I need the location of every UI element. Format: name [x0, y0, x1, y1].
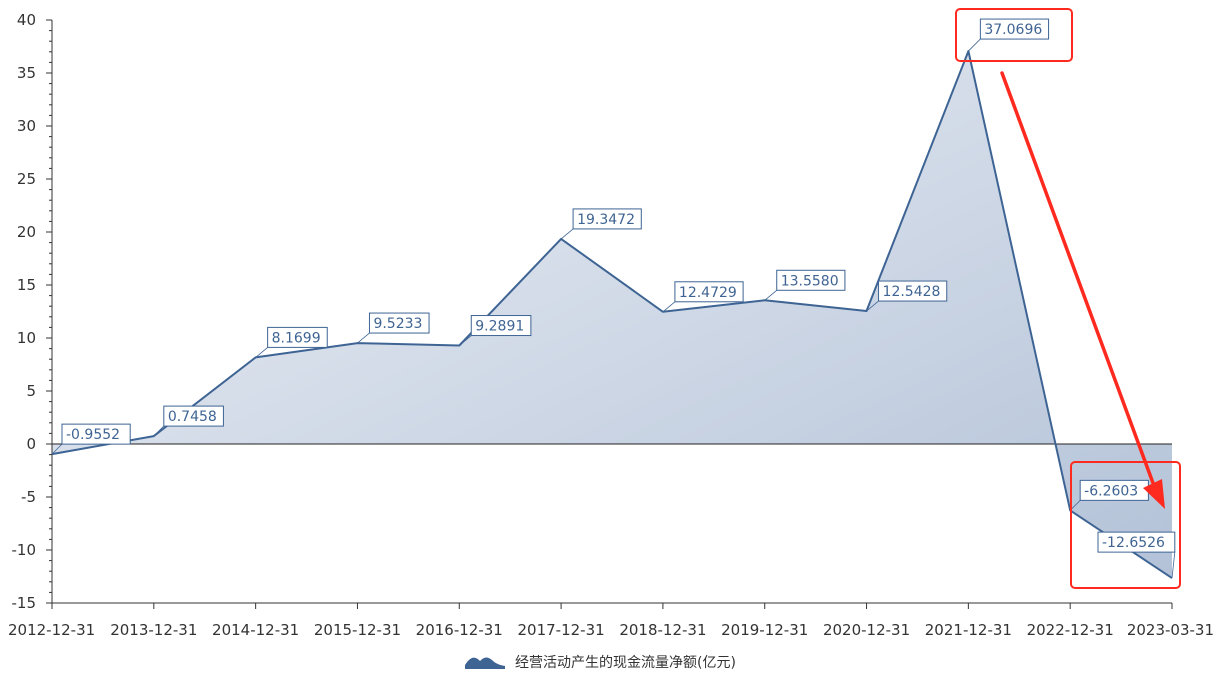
data-label-box — [878, 280, 948, 302]
y-tick-label: -15 — [12, 594, 37, 612]
highlight-box-peak — [955, 8, 1073, 62]
legend[interactable]: 经营活动产生的现金流量净额(亿元) — [465, 651, 736, 673]
y-tick-label: -10 — [12, 541, 37, 559]
highlight-box-decline — [1070, 461, 1181, 589]
data-label-group: 19.3472 — [560, 208, 642, 240]
data-label-box — [267, 326, 328, 348]
data-label: -6.2603 — [1084, 483, 1138, 499]
y-tick-label: 35 — [17, 64, 36, 82]
x-tick-label: 2016-12-31 — [416, 621, 503, 639]
data-label-box — [163, 405, 224, 427]
label-leader — [968, 38, 981, 52]
y-tick-label: 20 — [17, 223, 36, 241]
x-tick-label: 2022-12-31 — [1027, 621, 1114, 639]
data-label-box — [470, 315, 532, 337]
label-leader — [560, 228, 574, 240]
label-leader — [662, 301, 676, 313]
y-tick-label: 40 — [17, 11, 36, 29]
data-label-group: -12.6526 — [1097, 531, 1176, 579]
data-labels: -0.9552 0.7458 8.1699 9.5233 9.2891 19.3472 12… — [51, 18, 1176, 579]
data-label: 19.3472 — [577, 212, 635, 228]
y-tick-label: 0 — [26, 435, 36, 453]
y-tick-label: 25 — [17, 170, 36, 188]
data-label-box — [572, 208, 642, 230]
label-leader — [255, 347, 268, 358]
x-tick-label: 2018-12-31 — [619, 621, 706, 639]
label-leader — [1171, 552, 1176, 579]
x-tick-label: 2017-12-31 — [517, 621, 604, 639]
y-tick-label: -5 — [21, 488, 36, 506]
highlight-arrow-shaft — [1000, 71, 1155, 485]
highlight-annotations — [955, 8, 1181, 589]
data-label: 8.1699 — [272, 330, 321, 346]
data-label-group: 9.2891 — [459, 315, 532, 346]
label-leader — [866, 300, 879, 312]
x-tick-label: 2023-03-31 — [1127, 621, 1214, 639]
data-label: 37.0696 — [984, 22, 1042, 38]
label-leader — [51, 443, 63, 455]
data-label-box — [979, 18, 1050, 40]
data-label-group: 8.1699 — [255, 326, 328, 358]
data-label: 13.5580 — [781, 273, 839, 289]
x-tick-label: 2020-12-31 — [823, 621, 910, 639]
data-label-box — [1097, 531, 1176, 553]
data-label-box — [776, 269, 846, 291]
label-leader — [357, 332, 370, 344]
label-leader — [459, 335, 472, 346]
y-axis: -15 -10 -5 0 5 10 15 20 25 30 35 40 — [12, 11, 52, 612]
data-label-group: 12.4729 — [662, 281, 744, 313]
data-label-group: -0.9552 — [51, 423, 131, 455]
data-label: 0.7458 — [168, 409, 217, 425]
highlight-arrow-head — [1143, 479, 1165, 509]
y-tick-label: 15 — [17, 276, 36, 294]
label-leader — [153, 425, 165, 437]
x-tick-label: 2014-12-31 — [212, 621, 299, 639]
x-tick-label: 2013-12-31 — [110, 621, 197, 639]
x-tick-label: 2019-12-31 — [721, 621, 808, 639]
series-area — [52, 51, 1172, 579]
y-tick-label: 30 — [17, 117, 36, 135]
x-tick-label: 2021-12-31 — [925, 621, 1012, 639]
x-axis: 2012-12-31 2013-12-31 2014-12-31 2015-12-31… — [8, 603, 1214, 639]
y-tick-label: 5 — [26, 382, 36, 400]
data-label: 12.4729 — [679, 285, 737, 301]
y-tick-label: 10 — [17, 329, 36, 347]
data-label: 9.5233 — [373, 316, 422, 332]
data-label-group: 13.5580 — [764, 269, 846, 301]
x-tick-label: 2012-12-31 — [8, 621, 95, 639]
series-line — [51, 50, 1173, 579]
data-label-box — [368, 312, 430, 334]
data-label: -12.6526 — [1102, 535, 1165, 551]
legend-area-icon — [465, 657, 505, 669]
data-label: 9.2891 — [475, 319, 524, 335]
x-tick-label: 2015-12-31 — [314, 621, 401, 639]
data-label: 12.5428 — [883, 284, 941, 300]
data-label-group: 9.5233 — [357, 312, 430, 344]
data-label-group: 37.0696 — [968, 18, 1050, 52]
data-label-box — [674, 281, 744, 303]
data-label-group: 0.7458 — [153, 405, 224, 437]
data-label: -0.9552 — [66, 427, 120, 443]
data-label-group: 12.5428 — [866, 280, 948, 312]
data-label-group: -6.2603 — [1069, 479, 1149, 511]
legend-label: 经营活动产生的现金流量净额(亿元) — [515, 655, 736, 671]
data-label-box — [61, 423, 131, 445]
label-leader — [764, 289, 777, 301]
